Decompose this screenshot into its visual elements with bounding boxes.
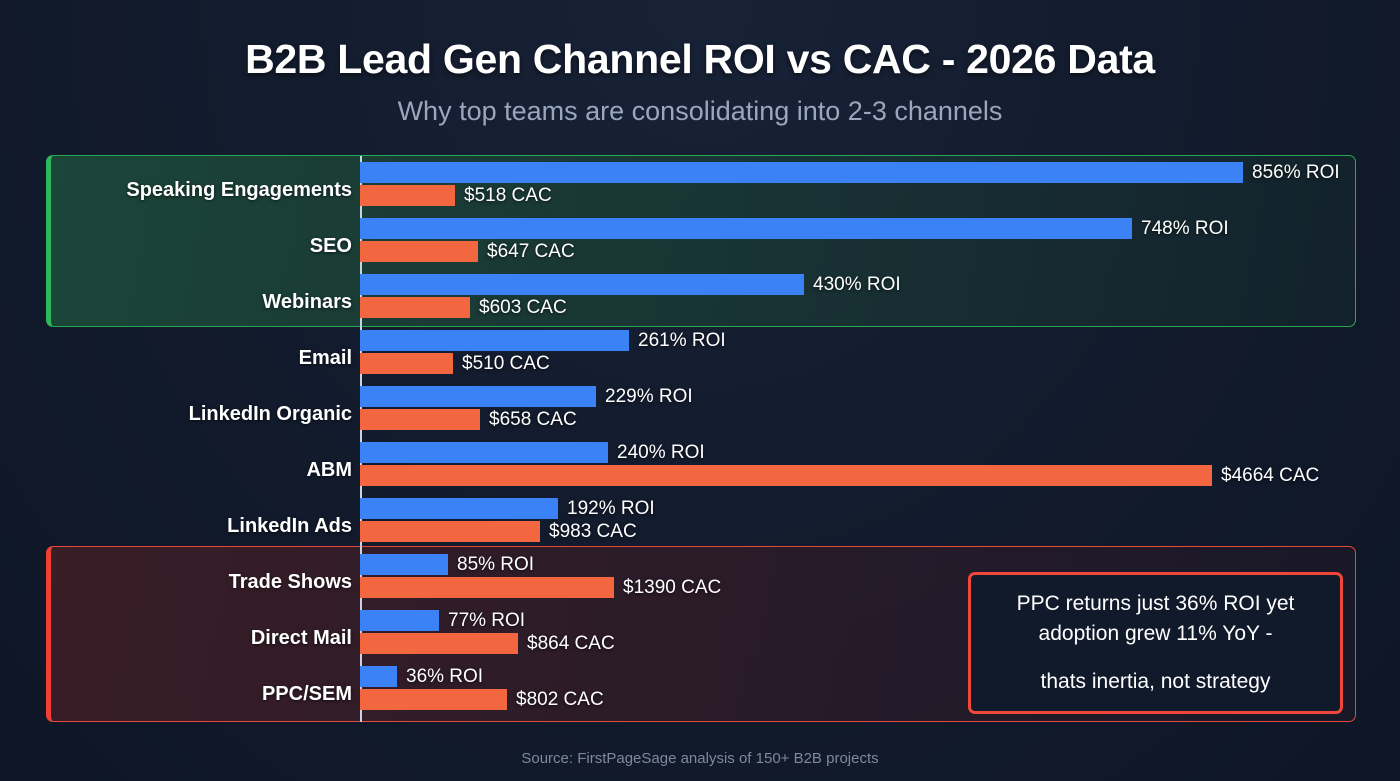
roi-bar <box>360 442 608 463</box>
roi-bar <box>360 218 1132 239</box>
roi-value-label: 229% ROI <box>605 386 693 407</box>
roi-bar <box>360 666 397 687</box>
bar-row: LinkedIn Organic 229% ROI $658 CAC <box>0 386 1400 434</box>
roi-value-label: 36% ROI <box>406 666 484 687</box>
callout-line-3: thats inertia, not strategy <box>1040 670 1271 693</box>
highlight-box-top-performers <box>46 155 1356 327</box>
cac-value-label: $647 CAC <box>487 241 575 262</box>
bar-row: Speaking Engagements 856% ROI $518 CAC <box>0 162 1400 210</box>
cac-value-label: $603 CAC <box>479 297 567 318</box>
roi-value-label: 85% ROI <box>457 554 535 575</box>
roi-value-label: 77% ROI <box>448 610 526 631</box>
category-axis-line <box>360 156 362 722</box>
cac-bar <box>360 353 453 374</box>
bar-row: ABM 240% ROI $4664 CAC <box>0 442 1400 490</box>
cac-value-label: $510 CAC <box>462 353 550 374</box>
roi-value-label: 240% ROI <box>617 442 705 463</box>
roi-bar <box>360 274 804 295</box>
roi-value-label: 748% ROI <box>1141 218 1229 239</box>
bar-row: LinkedIn Ads 192% ROI $983 CAC <box>0 498 1400 546</box>
roi-bar <box>360 554 448 575</box>
cac-bar <box>360 577 614 598</box>
category-label: Speaking Engagements <box>126 179 352 201</box>
cac-value-label: $802 CAC <box>516 689 604 710</box>
roi-value-label: 261% ROI <box>638 330 726 351</box>
category-label: LinkedIn Ads <box>227 515 352 537</box>
cac-bar <box>360 689 507 710</box>
source-note: Source: FirstPageSage analysis of 150+ B… <box>521 750 879 767</box>
category-label: PPC/SEM <box>261 683 352 705</box>
bar-row: Webinars 430% ROI $603 CAC <box>0 274 1400 322</box>
cac-bar <box>360 465 1212 486</box>
bar-row: Trade Shows 85% ROI $1390 CAC <box>0 554 1400 602</box>
roi-bar <box>360 610 439 631</box>
cac-value-label: $864 CAC <box>527 633 615 654</box>
roi-value-label: 856% ROI <box>1252 162 1340 183</box>
category-label: Webinars <box>262 291 352 313</box>
bar-row: SEO 748% ROI $647 CAC <box>0 218 1400 266</box>
category-label: Direct Mail <box>250 627 352 649</box>
bar-row: Email 261% ROI $510 CAC <box>0 330 1400 378</box>
cac-value-label: $4664 CAC <box>1221 465 1320 486</box>
roi-value-label: 192% ROI <box>567 498 655 519</box>
roi-bar <box>360 498 558 519</box>
category-label: Trade Shows <box>228 571 352 593</box>
bar-row: Direct Mail 77% ROI $864 CAC <box>0 610 1400 658</box>
cac-value-label: $1390 CAC <box>623 577 722 598</box>
cac-value-label: $518 CAC <box>464 185 552 206</box>
cac-value-label: $983 CAC <box>549 521 637 542</box>
category-label: LinkedIn Organic <box>188 403 352 425</box>
insight-callout: PPC returns just 36% ROI yet adoption gr… <box>968 572 1343 714</box>
cac-value-label: $658 CAC <box>489 409 577 430</box>
callout-line-1: PPC returns just 36% ROI yet <box>1016 592 1295 615</box>
bar-row: PPC/SEM 36% ROI $802 CAC <box>0 666 1400 714</box>
page-subtitle: Why top teams are consolidating into 2-3… <box>397 96 1003 126</box>
category-label: ABM <box>306 459 352 481</box>
cac-bar <box>360 185 455 206</box>
cac-bar <box>360 297 470 318</box>
roi-value-label: 430% ROI <box>813 274 901 295</box>
category-label: SEO <box>309 235 352 257</box>
cac-bar <box>360 241 478 262</box>
callout-line-2: adoption grew 11% YoY - <box>1038 622 1273 645</box>
roi-bar <box>360 162 1243 183</box>
page-title: B2B Lead Gen Channel ROI vs CAC - 2026 D… <box>245 36 1155 82</box>
cac-bar <box>360 409 480 430</box>
category-label: Email <box>298 347 352 369</box>
roi-bar <box>360 386 596 407</box>
cac-bar <box>360 633 518 654</box>
roi-bar <box>360 330 629 351</box>
cac-bar <box>360 521 540 542</box>
